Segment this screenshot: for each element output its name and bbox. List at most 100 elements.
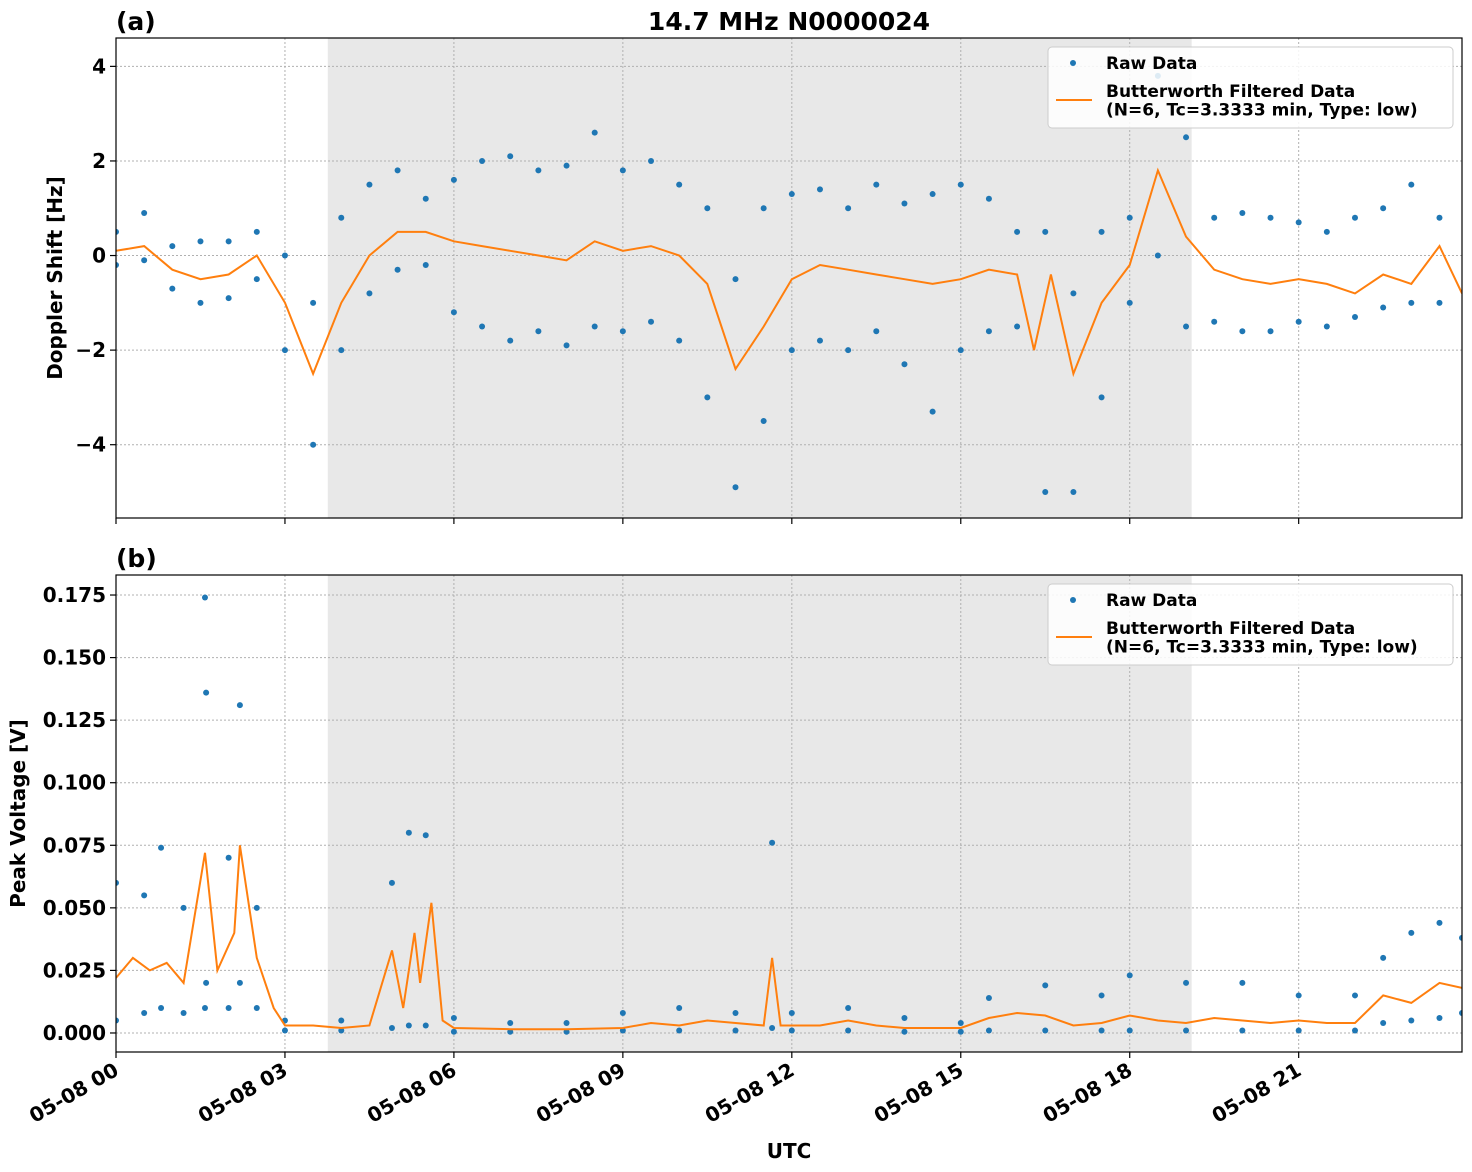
raw-point [648, 318, 655, 325]
raw-point [253, 276, 260, 283]
raw-point [1351, 314, 1358, 321]
y-tick-label: 4 [92, 54, 106, 78]
raw-point [1042, 1027, 1049, 1034]
raw-point [873, 181, 880, 188]
y-tick-label: −4 [75, 433, 106, 457]
raw-point [253, 1004, 260, 1011]
raw-point [366, 181, 373, 188]
x-tick-label: 05-08 03 [194, 1058, 292, 1128]
raw-point [732, 484, 739, 491]
raw-point [201, 594, 208, 601]
raw-point [422, 195, 429, 202]
raw-point [236, 979, 243, 986]
raw-point [158, 1004, 165, 1011]
raw-point [619, 1009, 626, 1016]
raw-point [1126, 972, 1133, 979]
plot-area [116, 72, 1462, 495]
raw-point [1098, 992, 1105, 999]
raw-point [1459, 1009, 1462, 1016]
axes-frame [115, 37, 1463, 519]
raw-point [1211, 214, 1218, 221]
raw-point [394, 266, 401, 273]
raw-point [816, 337, 823, 344]
raw-point [422, 261, 429, 268]
raw-point [1183, 134, 1190, 141]
raw-point [816, 186, 823, 193]
x-tick-label: 05-08 15 [870, 1058, 968, 1128]
raw-point [388, 879, 395, 886]
raw-point [1295, 992, 1302, 999]
legend-label: Raw Data [1106, 54, 1197, 74]
raw-point [1436, 919, 1443, 926]
raw-point [901, 1028, 908, 1035]
raw-point [197, 299, 204, 306]
raw-point [1042, 228, 1049, 235]
y-tick-label: −2 [75, 338, 106, 362]
raw-point [985, 328, 992, 335]
raw-point [1211, 318, 1218, 325]
raw-point [1267, 214, 1274, 221]
raw-point [1042, 982, 1049, 989]
raw-point [769, 839, 776, 846]
raw-point [507, 1028, 514, 1035]
raw-point [1408, 1017, 1415, 1024]
raw-point [591, 129, 598, 136]
raw-point [1436, 214, 1443, 221]
raw-point [1098, 394, 1105, 401]
raw-point [929, 191, 936, 198]
raw-point [1098, 228, 1105, 235]
raw-point [1351, 1027, 1358, 1034]
panel-label: (a) [116, 7, 156, 36]
raw-point [203, 979, 210, 986]
raw-point [619, 328, 626, 335]
raw-point [366, 290, 373, 297]
raw-point [338, 214, 345, 221]
raw-point [338, 1027, 345, 1034]
raw-point [1126, 1027, 1133, 1034]
raw-point [591, 323, 598, 330]
y-tick-label: 0.025 [43, 958, 106, 982]
raw-point [1295, 318, 1302, 325]
raw-point [1380, 954, 1387, 961]
raw-point [901, 200, 908, 207]
raw-point [563, 162, 570, 169]
raw-point [141, 257, 148, 264]
raw-point [957, 1028, 964, 1035]
raw-point [169, 243, 176, 250]
legend-label: Butterworth Filtered Data (N=6, Tc=3.3333… [1106, 619, 1418, 658]
y-tick-label: 0.050 [43, 896, 106, 920]
raw-point [929, 408, 936, 415]
raw-point [788, 191, 795, 198]
raw-point [405, 829, 412, 836]
raw-point [1323, 323, 1330, 330]
y-tick-label: 0.125 [43, 708, 106, 732]
raw-point [141, 1009, 148, 1016]
raw-point [760, 418, 767, 425]
y-tick-label: 2 [92, 149, 106, 173]
raw-point [1380, 304, 1387, 311]
raw-point [1351, 214, 1358, 221]
raw-point [225, 1004, 232, 1011]
raw-point [1239, 209, 1246, 216]
raw-point [788, 347, 795, 354]
raw-point [1183, 1027, 1190, 1034]
raw-point [1014, 323, 1021, 330]
raw-point [1323, 228, 1330, 235]
plot-area [116, 594, 1462, 1035]
raw-point [450, 309, 457, 316]
raw-point [648, 157, 655, 164]
filtered-line [116, 167, 1462, 378]
raw-point [676, 181, 683, 188]
raw-point [225, 238, 232, 245]
y-axis-label: Peak Voltage [V] [6, 719, 30, 908]
x-tick-label: 05-08 00 [25, 1058, 123, 1128]
raw-point [116, 261, 119, 268]
raw-point [1070, 290, 1077, 297]
filtered-line [116, 845, 1462, 1031]
raw-point [1351, 992, 1358, 999]
raw-point [507, 153, 514, 160]
x-axis-label: UTC [767, 1139, 812, 1163]
raw-point [158, 844, 165, 851]
y-tick-label: 0.100 [43, 771, 106, 795]
